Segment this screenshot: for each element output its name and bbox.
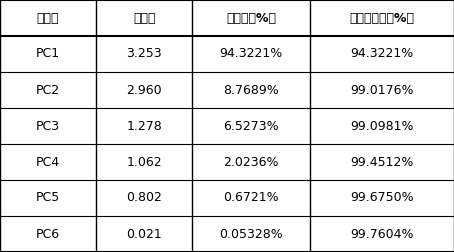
Bar xyxy=(310,72,454,108)
Bar xyxy=(96,108,192,144)
Bar xyxy=(310,216,454,252)
Text: 99.0981%: 99.0981% xyxy=(350,119,414,133)
Text: 主成分: 主成分 xyxy=(37,12,59,24)
Text: PC1: PC1 xyxy=(36,47,60,60)
Text: 贡献率（%）: 贡献率（%） xyxy=(226,12,276,24)
Bar xyxy=(0,108,96,144)
Bar xyxy=(0,72,96,108)
Text: 2.0236%: 2.0236% xyxy=(223,155,279,169)
Bar xyxy=(192,180,310,216)
Text: 99.7604%: 99.7604% xyxy=(350,228,414,240)
Text: 1.278: 1.278 xyxy=(126,119,162,133)
Bar xyxy=(310,180,454,216)
Text: PC4: PC4 xyxy=(36,155,60,169)
Text: 2.960: 2.960 xyxy=(126,83,162,97)
Text: 94.3221%: 94.3221% xyxy=(219,47,283,60)
Text: PC2: PC2 xyxy=(36,83,60,97)
Text: PC3: PC3 xyxy=(36,119,60,133)
Bar xyxy=(192,72,310,108)
Bar xyxy=(310,144,454,180)
Bar xyxy=(192,36,310,72)
Text: 99.6750%: 99.6750% xyxy=(350,192,414,205)
Bar xyxy=(0,180,96,216)
Bar xyxy=(310,108,454,144)
Bar xyxy=(0,216,96,252)
Text: 94.3221%: 94.3221% xyxy=(350,47,414,60)
Text: 99.4512%: 99.4512% xyxy=(350,155,414,169)
Bar xyxy=(310,36,454,72)
Text: 99.0176%: 99.0176% xyxy=(350,83,414,97)
Text: 特征值: 特征值 xyxy=(133,12,155,24)
Bar xyxy=(96,72,192,108)
Bar xyxy=(96,0,192,36)
Bar xyxy=(0,144,96,180)
Bar xyxy=(0,36,96,72)
Text: PC6: PC6 xyxy=(36,228,60,240)
Bar xyxy=(192,108,310,144)
Text: 6.5273%: 6.5273% xyxy=(223,119,279,133)
Text: 累积贡献率（%）: 累积贡献率（%） xyxy=(350,12,415,24)
Bar xyxy=(96,216,192,252)
Bar xyxy=(192,0,310,36)
Text: 8.7689%: 8.7689% xyxy=(223,83,279,97)
Bar xyxy=(96,144,192,180)
Bar xyxy=(192,216,310,252)
Bar xyxy=(0,0,96,36)
Text: 0.802: 0.802 xyxy=(126,192,162,205)
Text: 0.05328%: 0.05328% xyxy=(219,228,283,240)
Text: 1.062: 1.062 xyxy=(126,155,162,169)
Text: 0.6721%: 0.6721% xyxy=(223,192,279,205)
Bar xyxy=(96,180,192,216)
Text: 0.021: 0.021 xyxy=(126,228,162,240)
Text: PC5: PC5 xyxy=(36,192,60,205)
Bar xyxy=(96,36,192,72)
Bar xyxy=(192,144,310,180)
Text: 3.253: 3.253 xyxy=(126,47,162,60)
Bar xyxy=(310,0,454,36)
